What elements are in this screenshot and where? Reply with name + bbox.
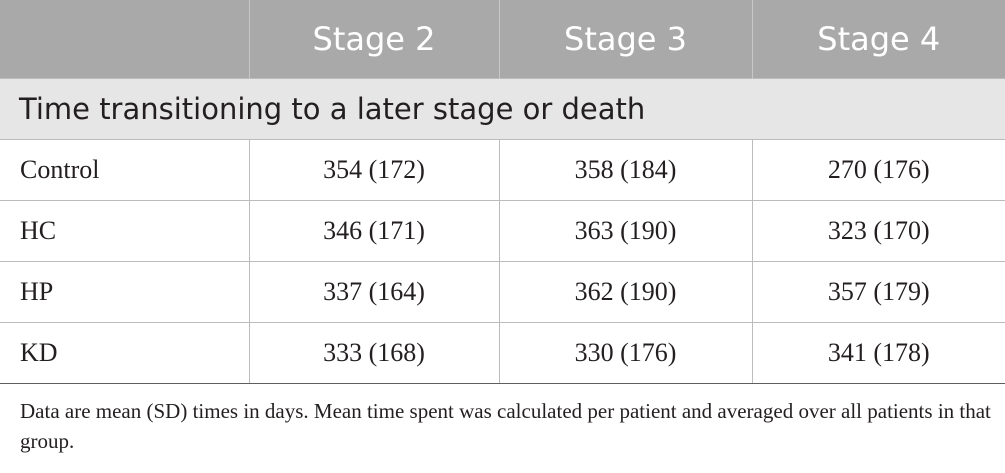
table-footnote: Data are mean (SD) times in days. Mean t… [20,399,991,453]
table-cell: 346 (171) [248,200,499,262]
table-cell: 323 (170) [751,200,1005,262]
row-label-control: Control [0,139,249,201]
header-stage-2: Stage 2 [248,0,499,79]
table-cell: 354 (172) [248,139,499,201]
section-title: Time transitioning to a later stage or d… [0,78,1005,140]
header-stage-4: Stage 4 [751,0,1005,79]
table-row: HP 337 (164) 362 (190) 357 (179) [0,261,1005,323]
results-table: Stage 2 Stage 3 Stage 4 Time transitioni… [0,0,1005,384]
table-cell: 333 (168) [248,322,499,384]
header-corner-cell [0,0,249,79]
table-cell: 330 (176) [498,322,752,384]
table-cell: 363 (190) [498,200,752,262]
row-label-kd: KD [0,322,249,384]
row-label-hp: HP [0,261,249,323]
table-header-row: Stage 2 Stage 3 Stage 4 [0,0,1005,79]
table-cell: 358 (184) [498,139,752,201]
row-label-hc: HC [0,200,249,262]
table-cell: 341 (178) [751,322,1005,384]
table-cell: 357 (179) [751,261,1005,323]
table-row: KD 333 (168) 330 (176) 341 (178) [0,322,1005,384]
table-cell: 270 (176) [751,139,1005,201]
table-row: Control 354 (172) 358 (184) 270 (176) [0,139,1005,201]
table-row: HC 346 (171) 363 (190) 323 (170) [0,200,1005,262]
table-cell: 337 (164) [248,261,499,323]
section-row: Time transitioning to a later stage or d… [0,78,1005,140]
table-cell: 362 (190) [498,261,752,323]
header-stage-3: Stage 3 [498,0,752,79]
